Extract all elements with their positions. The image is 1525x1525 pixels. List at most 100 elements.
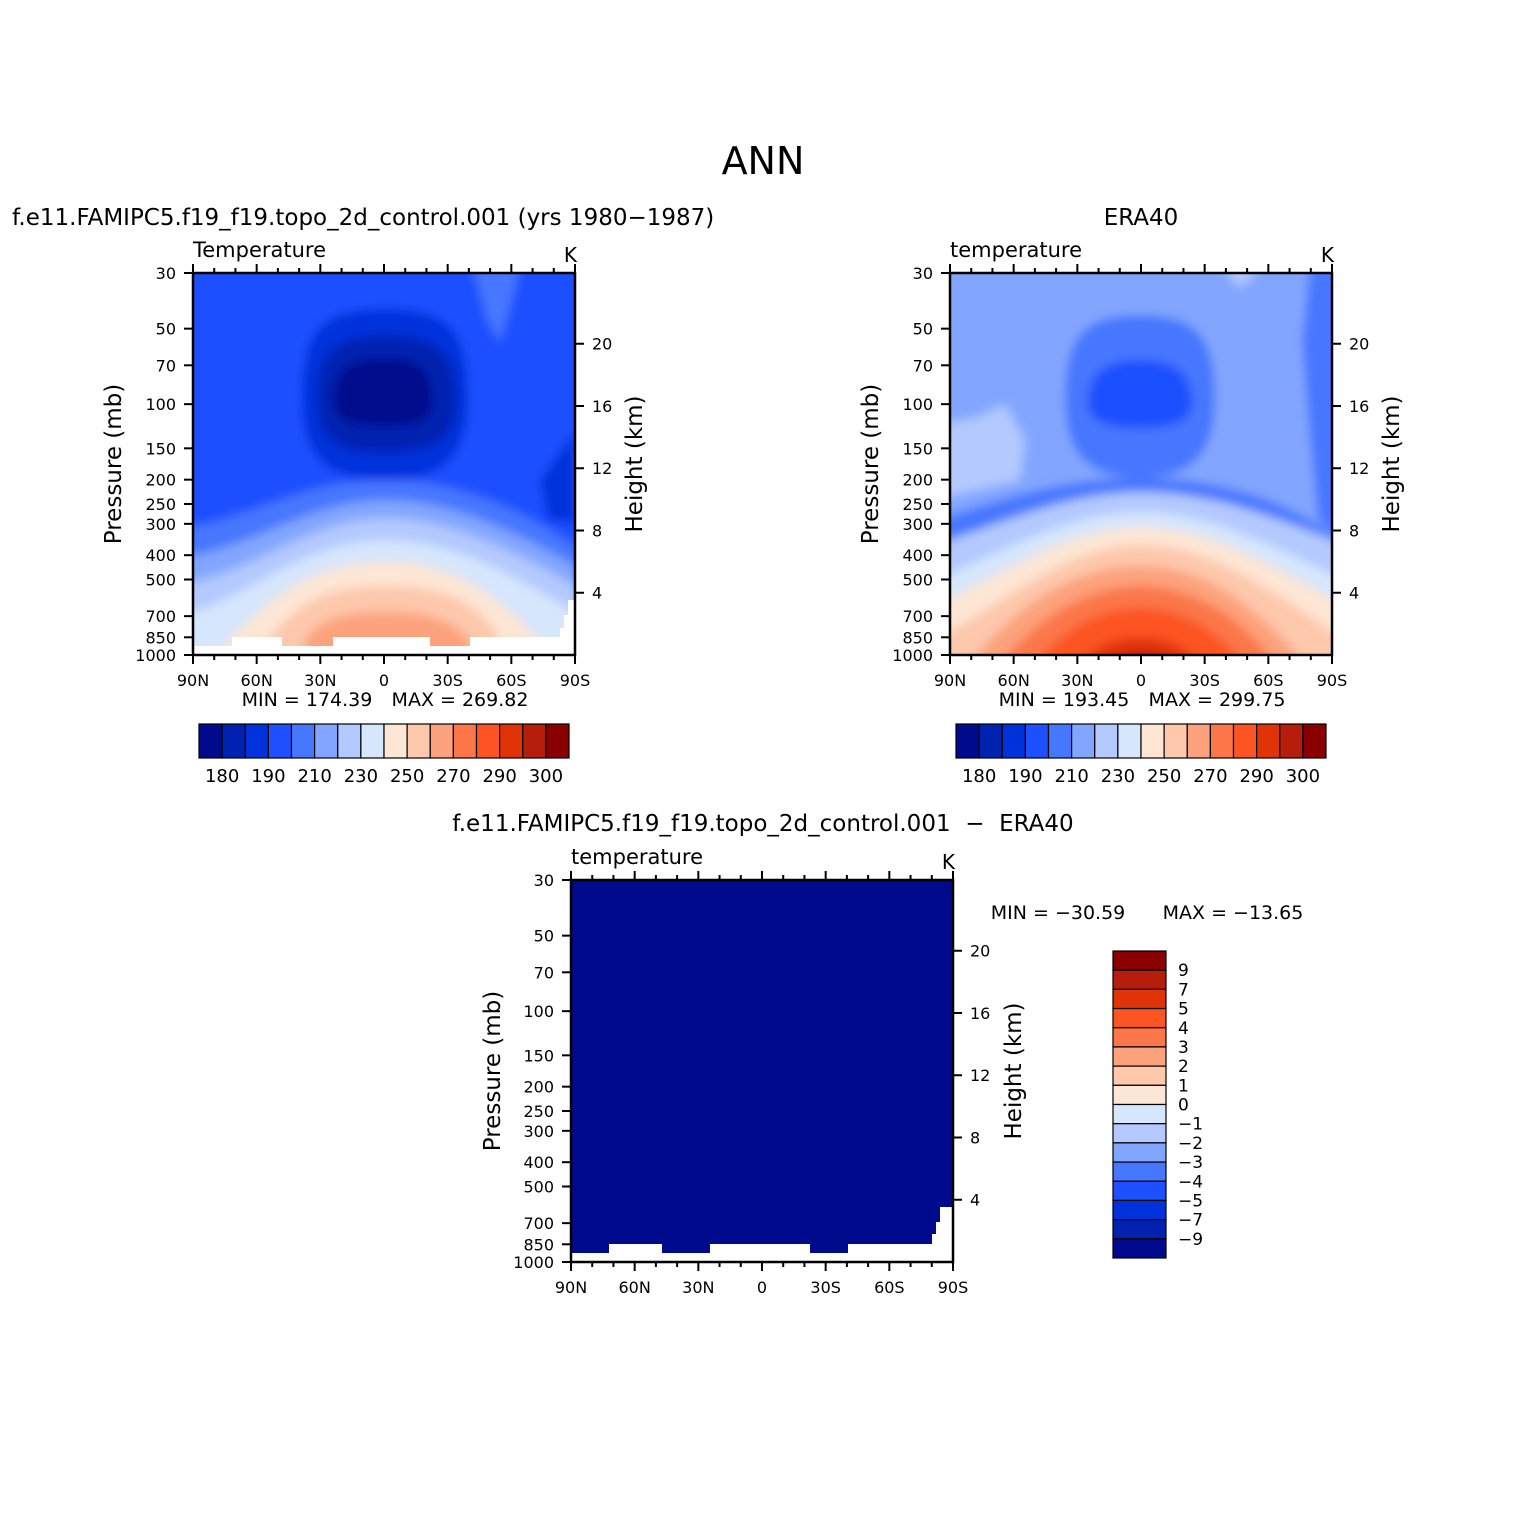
y-tick-label: 30	[534, 871, 554, 890]
y-tick-label: 500	[145, 570, 176, 589]
contour-band	[1302, 273, 1332, 531]
contour-band	[1087, 638, 1193, 655]
x-tick-label: 30S	[1189, 671, 1220, 690]
y-tick-label: 400	[523, 1153, 554, 1172]
colorbar-label: 190	[251, 766, 285, 787]
contour-band	[571, 880, 953, 1262]
y-tick-label: 1000	[892, 646, 933, 665]
colorbar-label: 300	[1286, 766, 1320, 787]
y-tick-label: 500	[902, 570, 933, 589]
colorbar-box	[314, 723, 339, 759]
colorbar-label: 0	[1178, 1096, 1189, 1116]
x-tick-label: 90N	[934, 671, 966, 690]
y-tick-label: 200	[523, 1078, 554, 1097]
colorbar-box	[1256, 723, 1281, 759]
y-axis-label: Pressure (mb)	[480, 991, 506, 1151]
y-tick-label: 50	[534, 927, 554, 946]
colorbar-label: 250	[390, 766, 424, 787]
y-tick-label: 50	[913, 320, 933, 339]
colorbar-label: 290	[482, 766, 516, 787]
y-tick-label: 300	[902, 515, 933, 534]
colorbar-label: −5	[1178, 1191, 1203, 1211]
colorbar-label: −1	[1178, 1115, 1203, 1135]
x-tick-label: 90S	[1317, 671, 1348, 690]
colorbar-label: −9	[1178, 1230, 1203, 1250]
colorbar-label: 1	[1178, 1076, 1189, 1096]
y-axis-label: Pressure (mb)	[858, 384, 884, 544]
x-tick-label: 0	[379, 671, 389, 690]
y-tick-label: 400	[902, 546, 933, 565]
topography-mask	[571, 1207, 953, 1262]
max-label: MAX = 299.75	[1149, 689, 1286, 711]
x-tick-label: 30N	[682, 1278, 714, 1297]
y-tick-label: 100	[523, 1002, 554, 1021]
y-tick-label: 70	[156, 356, 176, 375]
colorbar-box	[1024, 723, 1050, 759]
y-tick-label: 70	[913, 356, 933, 375]
y-tick-label: 1000	[513, 1253, 554, 1272]
min-label: MIN = 174.39	[242, 689, 373, 711]
colorbar-label: 9	[1178, 961, 1189, 981]
colorbar-box	[1112, 1142, 1167, 1163]
colorbar-box	[955, 723, 980, 759]
colorbar-label: 230	[344, 766, 378, 787]
y2-tick-label: 20	[1349, 335, 1369, 354]
colorbar-box	[1047, 723, 1073, 759]
colorbar-label: −4	[1178, 1172, 1203, 1192]
colorbar-box	[545, 723, 570, 759]
contour-field	[950, 273, 1332, 655]
colorbar-box	[244, 723, 269, 759]
y-tick-label: 300	[523, 1122, 554, 1141]
y2-tick-label: 4	[1349, 584, 1359, 603]
colorbar-box	[1112, 1065, 1167, 1086]
colorbar-box	[1112, 969, 1167, 990]
panel-difference: f.e11.FAMIPC5.f19_f19.topo_2d_control.00…	[452, 811, 1303, 1297]
x-tick-label: 90S	[938, 1278, 969, 1297]
panel-title: ERA40	[1104, 205, 1179, 231]
colorbar-box	[1112, 1161, 1167, 1182]
y-tick-label: 30	[156, 264, 176, 283]
colorbar-box	[978, 723, 1003, 759]
y-axis-label: Pressure (mb)	[101, 384, 127, 544]
x-tick-label: 60S	[1253, 671, 1284, 690]
y-tick-label: 500	[523, 1177, 554, 1196]
y-tick-label: 150	[902, 439, 933, 458]
topography-mask	[193, 600, 575, 655]
x-tick-label: 60N	[619, 1278, 651, 1297]
colorbar-box	[429, 723, 454, 759]
y-tick-label: 700	[902, 607, 933, 626]
y-tick-label: 30	[913, 264, 933, 283]
colorbar-label: −7	[1178, 1211, 1203, 1231]
x-tick-label: 60S	[874, 1278, 905, 1297]
y-tick-label: 100	[902, 395, 933, 414]
max-label: MAX = 269.82	[392, 689, 529, 711]
y-tick-label: 300	[145, 515, 176, 534]
colorbar-box	[1112, 1180, 1167, 1202]
y2-tick-label: 8	[970, 1128, 980, 1147]
contour-band	[1043, 608, 1237, 655]
colorbar-label: 5	[1178, 1000, 1189, 1020]
panel-title: f.e11.FAMIPC5.f19_f19.topo_2d_control.00…	[452, 811, 1073, 837]
y-tick-label: 850	[145, 628, 176, 647]
colorbar-box	[475, 723, 501, 759]
contour-field	[193, 273, 575, 655]
contour-field	[571, 880, 953, 1262]
colorbar-box	[1112, 1027, 1167, 1048]
colorbar-label: 270	[436, 766, 470, 787]
colorbar-label: 4	[1178, 1019, 1189, 1039]
y-tick-label: 400	[145, 546, 176, 565]
colorbar-box	[1112, 988, 1167, 1010]
colorbar-box	[1071, 723, 1096, 759]
units-label: K	[942, 850, 956, 874]
y-tick-label: 1000	[135, 646, 176, 665]
y2-tick-label: 16	[970, 1004, 990, 1023]
y-tick-label: 100	[145, 395, 176, 414]
x-tick-label: 60N	[998, 671, 1030, 690]
x-tick-label: 30N	[1061, 671, 1093, 690]
y2-axis-label: Height (km)	[1001, 1002, 1027, 1139]
y2-tick-label: 8	[592, 521, 602, 540]
